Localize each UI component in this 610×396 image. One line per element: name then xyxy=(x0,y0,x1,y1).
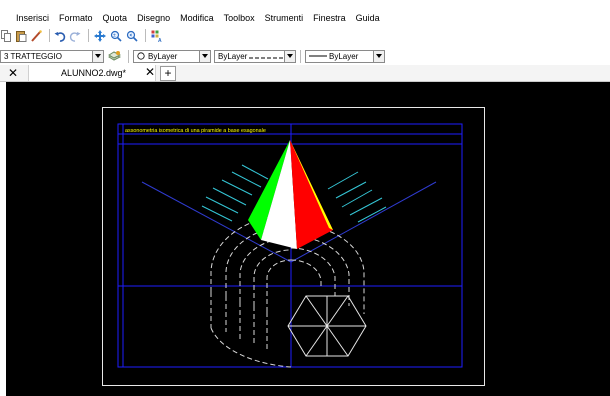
redo-icon[interactable] xyxy=(69,29,81,43)
color-combo-value: ByLayer xyxy=(148,52,177,61)
chevron-down-icon[interactable] xyxy=(92,51,103,62)
chevron-down-icon[interactable] xyxy=(199,51,210,62)
menu-item-formato[interactable]: Formato xyxy=(59,13,93,23)
toolbar-separator xyxy=(145,29,146,42)
lineweight-combo[interactable]: ByLayer xyxy=(305,50,385,63)
chevron-down-icon[interactable] xyxy=(373,51,384,62)
pyramid-red-face xyxy=(290,140,333,249)
solid-line-preview-icon xyxy=(309,54,327,58)
linetype-combo-value: ByLayer xyxy=(218,52,247,61)
drawing-svg: assonometria isometrica di una piramide … xyxy=(6,82,610,396)
toolbar-separator xyxy=(88,29,89,42)
paste-icon[interactable] xyxy=(15,29,27,43)
svg-text:A: A xyxy=(158,38,162,42)
zoom-realtime-icon[interactable]: ± xyxy=(109,29,122,43)
new-tab-button[interactable]: + xyxy=(160,66,176,81)
tab-label: ALUNNO2.dwg* xyxy=(61,68,126,78)
undo-icon[interactable] xyxy=(54,29,66,43)
drawing-title: assonometria isometrica di una piramide … xyxy=(125,128,266,134)
toolbar-separator xyxy=(128,50,129,63)
toolbar-separator xyxy=(49,29,50,42)
menu-item-strumenti[interactable]: Strumenti xyxy=(265,13,304,23)
zoom-previous-icon[interactable] xyxy=(125,29,138,43)
tab-alunno2[interactable]: ALUNNO2.dwg* ✕ xyxy=(28,65,156,81)
menu-item-toolbox[interactable]: Toolbox xyxy=(224,13,255,23)
layer-states-icon[interactable] xyxy=(107,49,121,63)
linetype-combo[interactable]: ByLayer xyxy=(214,50,296,63)
pan-icon[interactable] xyxy=(93,29,106,43)
menu-bar: Inserisci Formato Quota Disegno Modifica… xyxy=(0,10,610,26)
menu-item-modifica[interactable]: Modifica xyxy=(180,13,214,23)
properties-toolbar: 3 TRATTEGGIO ByLayer ByLayer ByLayer xyxy=(0,47,610,65)
menu-item-guida[interactable]: Guida xyxy=(356,13,380,23)
dashed-line-preview-icon xyxy=(249,53,283,59)
layer-combo[interactable]: 3 TRATTEGGIO xyxy=(0,50,104,63)
menu-item-quota[interactable]: Quota xyxy=(103,13,128,23)
drawing-canvas[interactable]: assonometria isometrica di una piramide … xyxy=(6,82,610,396)
chevron-down-icon[interactable] xyxy=(284,51,295,62)
hexagon-plan xyxy=(288,296,366,356)
close-icon[interactable]: ✕ xyxy=(6,65,20,81)
color-combo[interactable]: ByLayer xyxy=(133,50,211,63)
document-tab-bar: ✕ ALUNNO2.dwg* ✕ + xyxy=(0,65,610,82)
properties-icon[interactable]: A xyxy=(150,29,163,43)
lineweight-combo-value: ByLayer xyxy=(329,52,358,61)
tab-close-icon[interactable]: ✕ xyxy=(145,65,155,79)
match-properties-icon[interactable] xyxy=(30,29,42,43)
menu-item-finestra[interactable]: Finestra xyxy=(313,13,346,23)
color-circle-icon xyxy=(137,52,145,60)
layer-combo-value: 3 TRATTEGGIO xyxy=(4,52,62,61)
copy-icon[interactable] xyxy=(0,29,12,43)
standard-toolbar: ± A xyxy=(0,26,610,45)
menu-item-inserisci[interactable]: Inserisci xyxy=(16,13,49,23)
menu-item-disegno[interactable]: Disegno xyxy=(137,13,170,23)
toolbar-separator xyxy=(300,50,301,63)
svg-text:±: ± xyxy=(113,33,116,39)
hexagonal-pyramid xyxy=(248,140,333,249)
